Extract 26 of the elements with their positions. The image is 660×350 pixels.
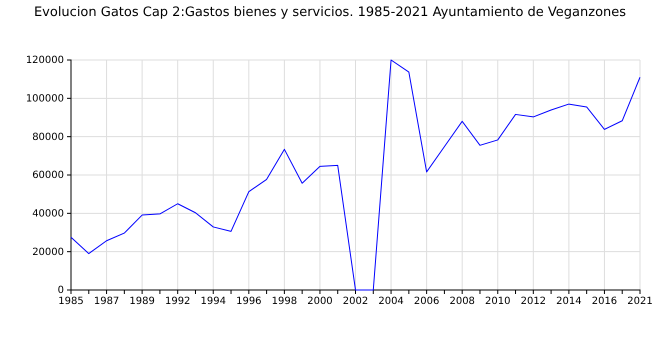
x-tick-label: 1992	[164, 296, 190, 308]
x-tick-label: 1994	[200, 296, 226, 308]
y-tick-label: 0	[58, 285, 64, 296]
x-tick-label: 2000	[307, 296, 333, 308]
x-tick-label: 2014	[556, 296, 582, 308]
y-tick-label: 80000	[32, 132, 64, 143]
x-tick-label: 2016	[592, 296, 618, 308]
x-tick-label: 2002	[342, 296, 368, 308]
y-tick-label: 120000	[26, 55, 64, 66]
x-tick-label: 2010	[485, 296, 510, 308]
x-tick-label: 2006	[414, 296, 440, 308]
x-tick-label: 2012	[520, 296, 546, 308]
line-series	[70, 60, 640, 290]
x-tick-label: 2008	[449, 296, 475, 308]
y-tick-label: 40000	[32, 208, 64, 220]
chart-title: Evolucion Gatos Cap 2:Gastos bienes y servicios. 1985-2021 Ayuntamiento de Veganzones	[34, 5, 626, 20]
x-tick-label: 1989	[129, 296, 155, 308]
x-tick-label: 1998	[272, 296, 298, 308]
y-tick-label: 20000	[32, 246, 64, 258]
y-tick-label: 100000	[26, 94, 64, 105]
x-tick-label: 1987	[94, 296, 120, 308]
x-tick-label: 2021	[627, 296, 653, 308]
x-tick-label: 1996	[236, 296, 262, 308]
x-tick-label: 1985	[58, 296, 84, 308]
y-tick-label: 60000	[32, 170, 64, 182]
x-tick-label: 2004	[378, 296, 404, 308]
